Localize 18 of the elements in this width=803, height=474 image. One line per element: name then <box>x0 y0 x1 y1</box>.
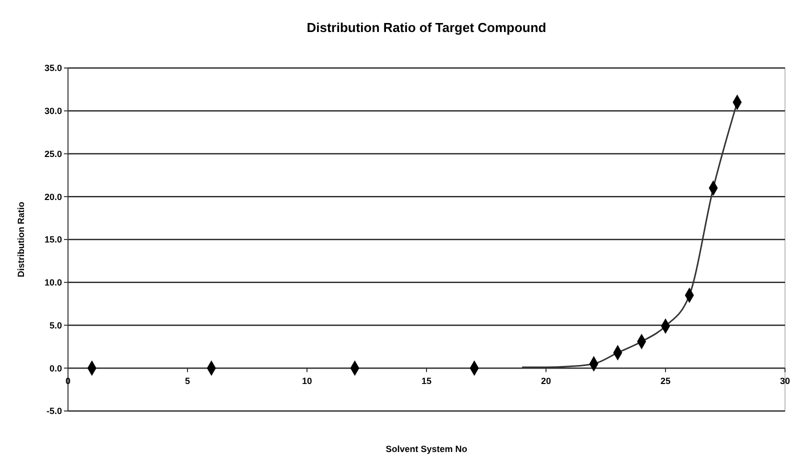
y-tick-label: 0.0 <box>49 363 62 374</box>
y-tick-label: 25.0 <box>44 148 62 159</box>
x-tick-label: 5 <box>184 376 190 386</box>
y-tick-label: 20.0 <box>44 192 62 202</box>
chart-title: Distribution Ratio of Target Compound <box>306 20 546 35</box>
y-tick-label: 10.0 <box>44 278 62 288</box>
x-axis-title: Solvent System No <box>386 444 468 454</box>
x-tick-label: 20 <box>540 376 552 386</box>
y-tick-label: -5.0 <box>46 406 62 416</box>
y-axis-title: Distribution Ratio <box>16 201 26 278</box>
x-tick-label: 10 <box>302 376 312 386</box>
y-tick-label: 15.0 <box>44 234 62 245</box>
y-tick-label: 5.0 <box>49 320 62 330</box>
y-tick-label: 35.0 <box>44 63 62 74</box>
x-tick-label: 30 <box>780 376 790 386</box>
x-tick-label: 25 <box>660 376 671 386</box>
y-tick-label: 30.0 <box>44 106 62 116</box>
x-tick-label: 15 <box>421 376 432 386</box>
